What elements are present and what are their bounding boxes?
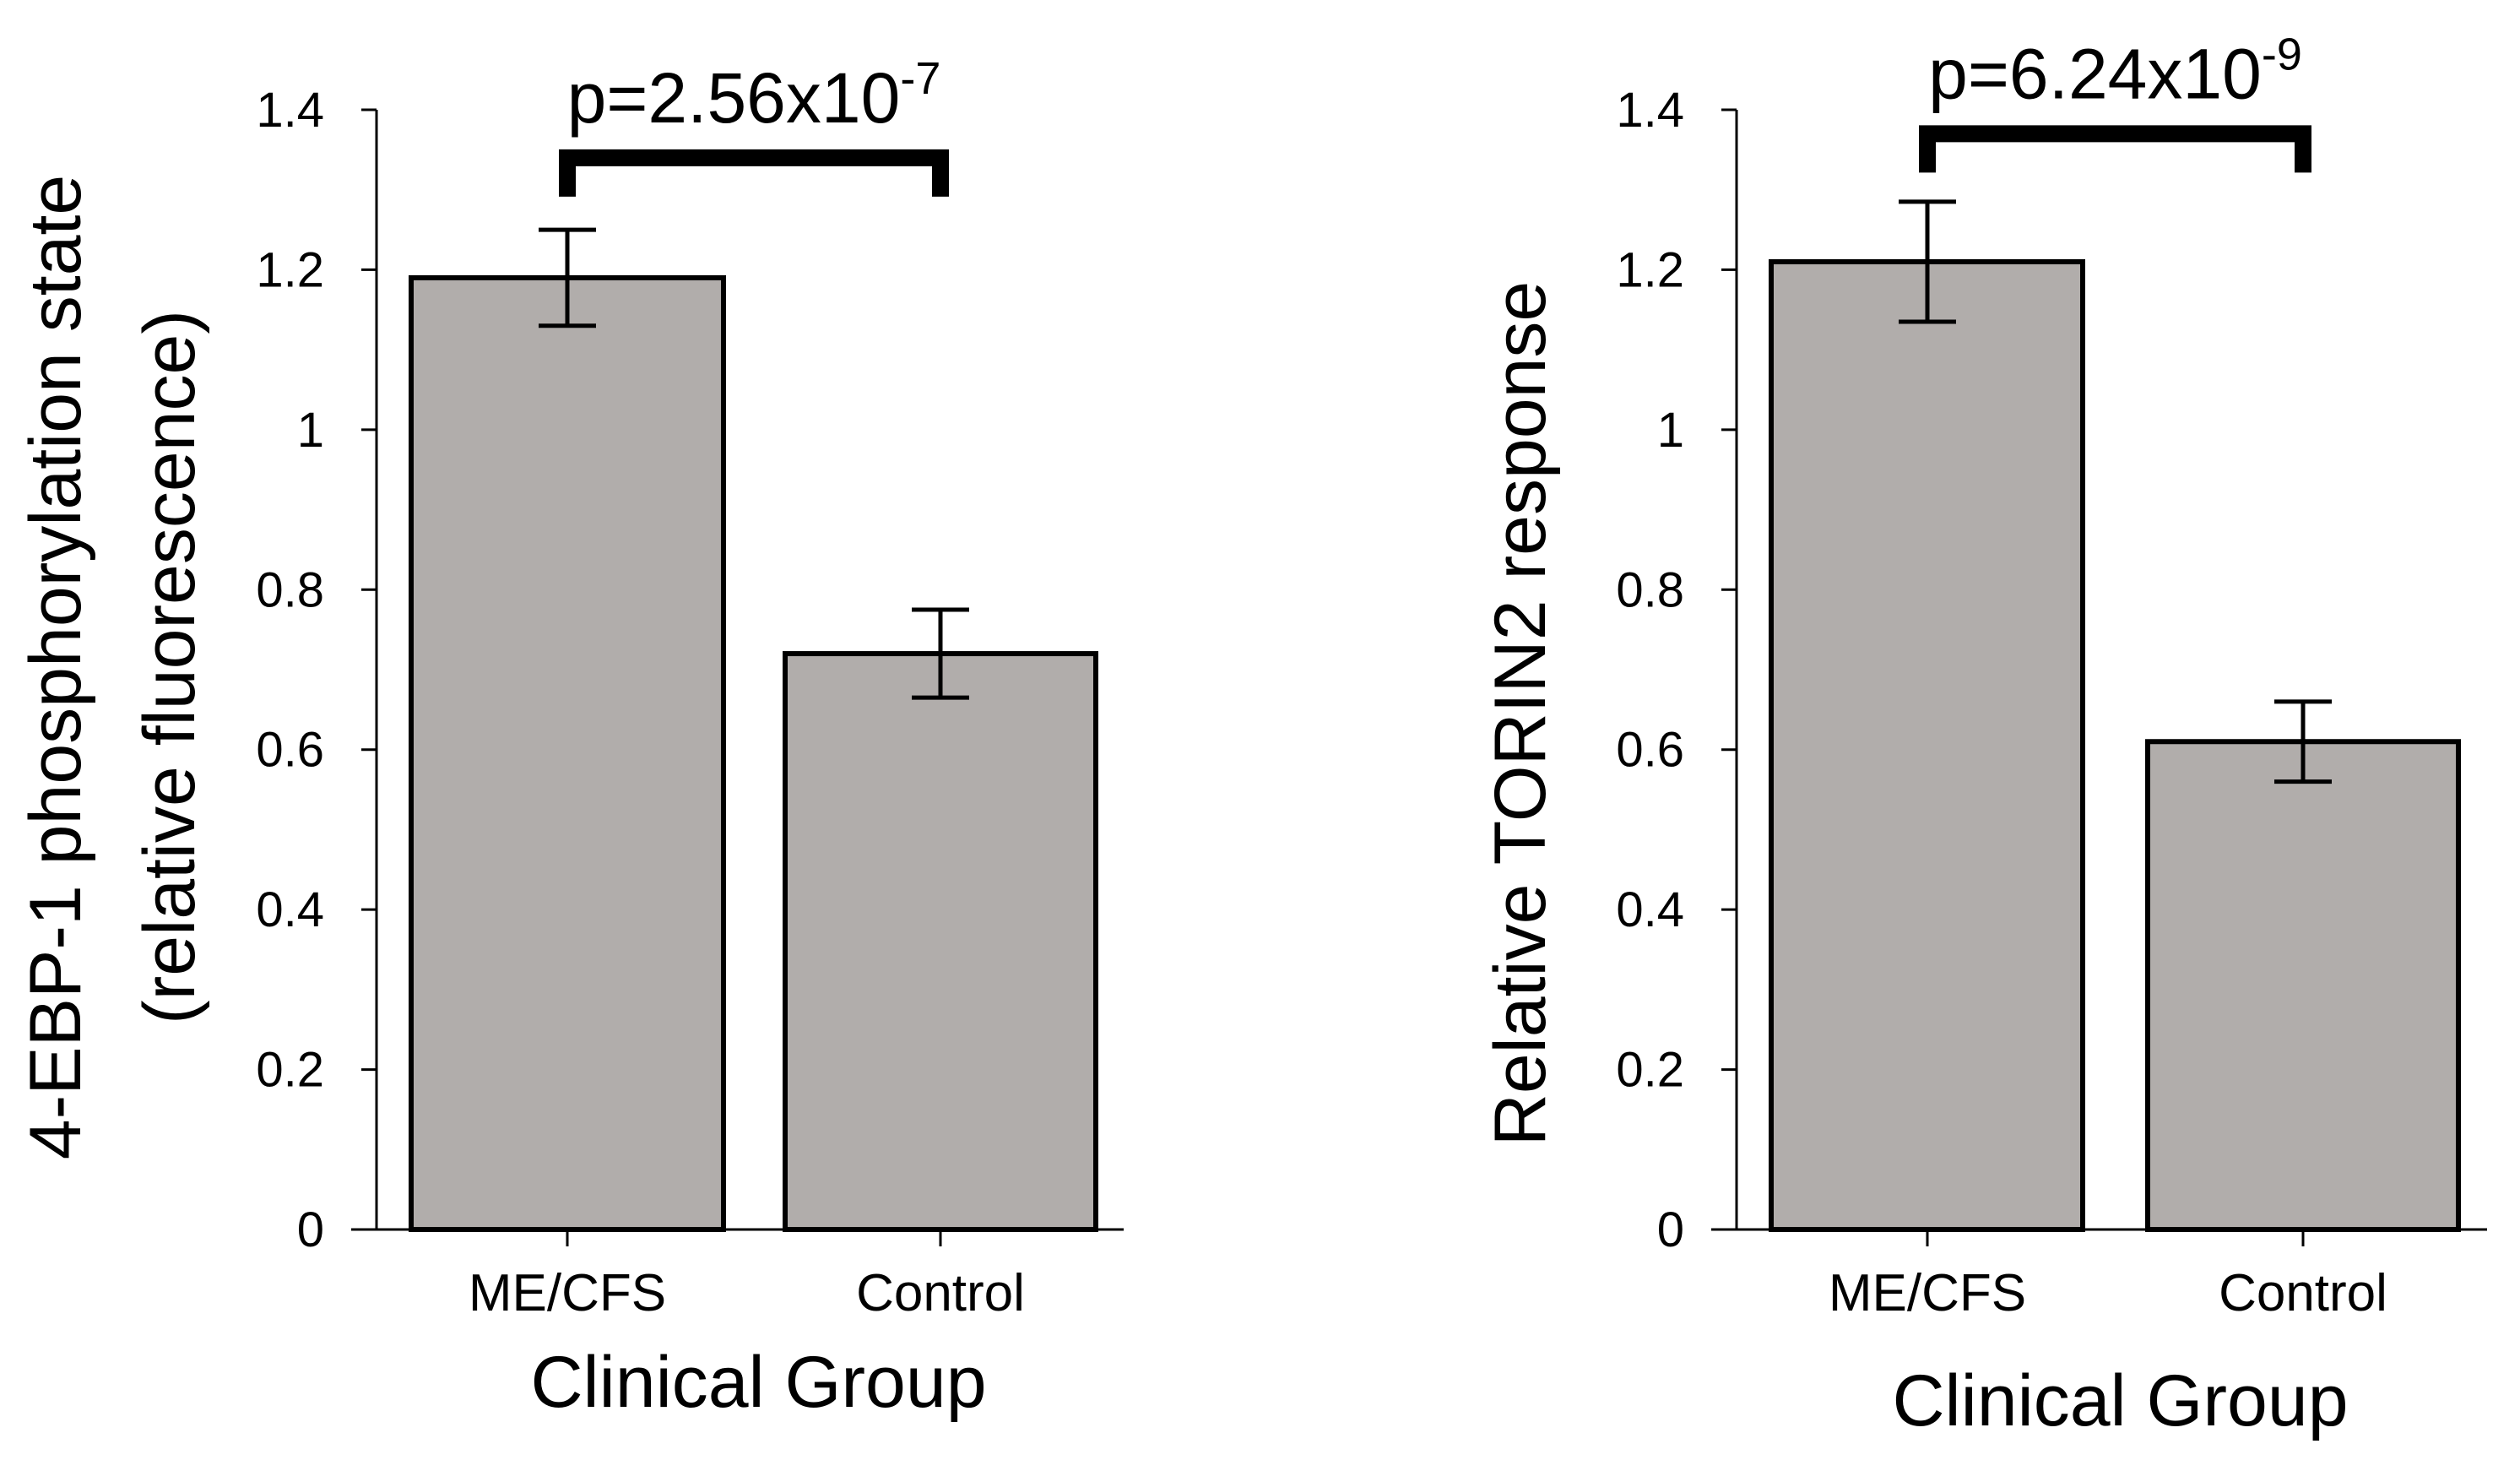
- right-y-tick-label: 0: [1657, 1202, 1684, 1257]
- right-p-value-base: p=6.24x10: [1928, 34, 2262, 113]
- left-category-label: Control: [856, 1264, 1025, 1322]
- right-category-label: ME/CFS: [1829, 1264, 2026, 1322]
- left-category-label: ME/CFS: [469, 1264, 666, 1322]
- right-bar-control: [2145, 739, 2461, 1232]
- left-y-tick-label: 0: [297, 1202, 324, 1257]
- right-y-tick-label: 1: [1657, 403, 1684, 458]
- left-y-tick-label: 1: [297, 403, 324, 458]
- right-y-tick-label: 0.2: [1616, 1043, 1684, 1098]
- right-y-tick-label: 1.2: [1616, 242, 1684, 297]
- right-y-tick-label: 0.4: [1616, 882, 1684, 937]
- right-x-axis-title: Clinical Group: [1892, 1360, 2348, 1441]
- left-y-axis-title-line: 4-EBP-1 phosphorylation state: [15, 175, 96, 1159]
- right-y-tick-label: 1.4: [1616, 83, 1684, 138]
- right-p-value-exponent: -9: [2262, 29, 2302, 79]
- right-p-value-label: p=6.24x10-9: [1928, 29, 2302, 113]
- left-y-tick-label: 1.2: [256, 242, 324, 297]
- left-bar-control: [783, 651, 1098, 1232]
- left-p-value-base: p=2.56x10: [567, 58, 901, 138]
- left-y-axis-title-line: (relative fluorescence): [129, 310, 210, 1024]
- left-y-tick-label: 0.6: [256, 723, 324, 778]
- right-bar-mecfs: [1769, 258, 2085, 1232]
- right-y-tick-label: 0.8: [1616, 562, 1684, 617]
- left-y-tick-label: 0.4: [256, 882, 324, 937]
- right-significance-bracket: [1919, 125, 2311, 173]
- left-y-tick-label: 0.8: [256, 562, 324, 617]
- left-bar-mecfs: [409, 274, 726, 1232]
- left-x-axis-title: Clinical Group: [530, 1342, 986, 1423]
- left-y-tick-label: 0.2: [256, 1043, 324, 1098]
- right-y-axis-title-line: Relative TORIN2 response: [1480, 281, 1561, 1147]
- left-significance-bracket: [559, 149, 949, 197]
- left-p-value-exponent: -7: [900, 53, 940, 104]
- right-category-label: Control: [2219, 1264, 2387, 1322]
- left-p-value-label: p=2.56x10-7: [567, 53, 941, 138]
- left-y-tick-label: 1.4: [256, 83, 324, 138]
- right-y-tick-label: 0.6: [1616, 723, 1684, 778]
